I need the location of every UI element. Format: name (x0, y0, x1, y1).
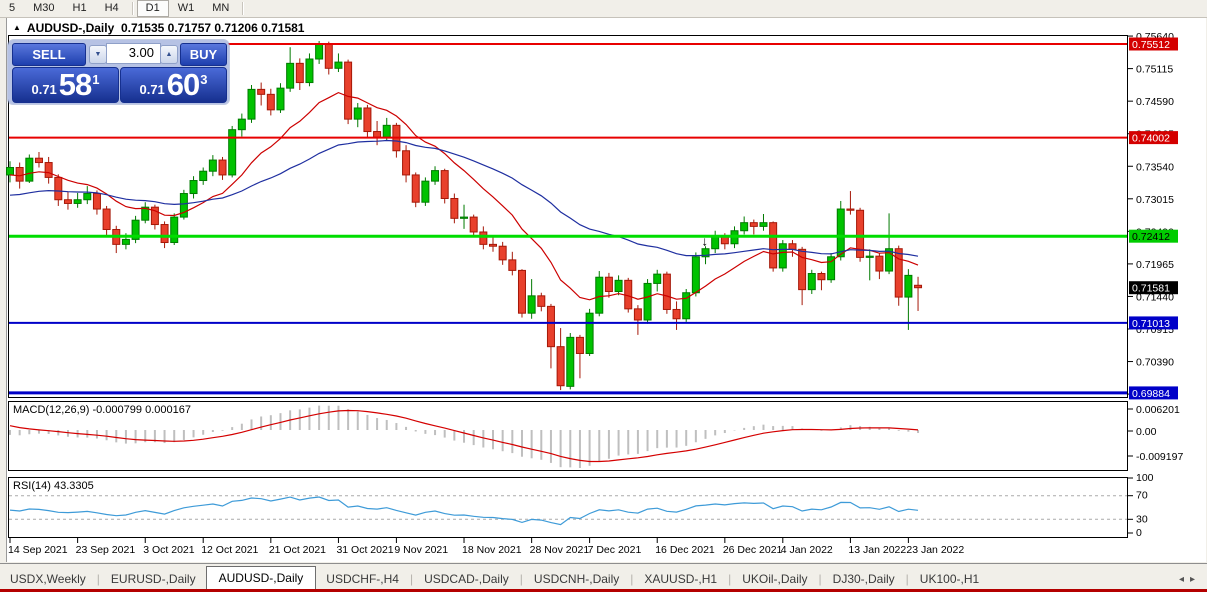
svg-text:0.70390: 0.70390 (1136, 357, 1174, 369)
tab-ukoil-daily[interactable]: UKOil-,Daily (742, 572, 808, 586)
svg-text:9 Nov 2021: 9 Nov 2021 (394, 544, 448, 556)
chart-down-arrow-annotation: ↓ (702, 233, 709, 248)
tab-separator: | (409, 572, 414, 586)
rsi-label: RSI(14) 43.3305 (13, 480, 94, 492)
tab-scroll-left-icon[interactable]: ◂ (1178, 574, 1190, 585)
svg-text:0.74002: 0.74002 (1132, 133, 1170, 145)
svg-text:-0.009197: -0.009197 (1136, 451, 1183, 463)
tab-usdx-weekly[interactable]: USDX,Weekly (10, 572, 86, 586)
expand-triangle-icon[interactable]: ▲ (13, 23, 21, 32)
tab-separator: | (96, 572, 100, 586)
svg-text:12 Oct 2021: 12 Oct 2021 (201, 544, 258, 556)
svg-text:0.69884: 0.69884 (1132, 388, 1170, 400)
tab-scroll-arrows[interactable]: ◂▸ (1179, 574, 1201, 585)
tab-usdcnh-daily[interactable]: USDCNH-,Daily (533, 572, 620, 586)
timeframe-h4[interactable]: H4 (104, 2, 119, 14)
volume-input[interactable] (107, 44, 157, 61)
tab-usdcad-daily[interactable]: USDCAD-,Daily (424, 572, 509, 586)
sell-button[interactable]: SELL (12, 43, 86, 66)
sell-price-main: 58 (58, 67, 92, 102)
tab-dj30-daily[interactable]: DJ30-,Daily (832, 572, 895, 586)
chart-title: ▲ AUDUSD-,Daily 0.71535 0.71757 0.71206 0… (13, 21, 304, 35)
svg-text:0.73015: 0.73015 (1136, 194, 1174, 206)
buy-price-main: 60 (166, 67, 200, 102)
svg-text:0: 0 (1136, 527, 1142, 539)
svg-text:23 Jan 2022: 23 Jan 2022 (906, 544, 964, 556)
one-click-trading-panel: SELL ▼ ▲ BUY 0.71 58 1 0.71 60 3 (8, 40, 229, 104)
chart-ohlc-values: 0.71535 0.71757 0.71206 0.71581 (120, 21, 305, 35)
svg-text:0.006201: 0.006201 (1136, 404, 1180, 416)
timeframe-toolbar: 5 M30 H1 H4 D1 W1 MN (0, 0, 1207, 18)
svg-text:21 Oct 2021: 21 Oct 2021 (269, 544, 326, 556)
svg-text:30: 30 (1136, 513, 1148, 525)
macd-pane[interactable]: MACD(12,26,9) -0.000799 0.000167 0.00620… (9, 404, 1183, 468)
svg-text:26 Dec 2021: 26 Dec 2021 (723, 544, 783, 556)
svg-text:0.71965: 0.71965 (1136, 259, 1174, 271)
tab-uk100-h1[interactable]: UK100-,H1 (919, 572, 980, 586)
tab-xauusd-h1[interactable]: XAUUSD-,H1 (644, 572, 718, 586)
bottom-status-strip (0, 589, 1207, 592)
sell-price-prefix: 0.71 (31, 81, 57, 97)
tab-audusd-daily[interactable]: AUDUSD-,Daily (205, 566, 317, 590)
svg-text:14 Sep 2021: 14 Sep 2021 (8, 544, 68, 556)
sell-price-pip: 1 (92, 71, 100, 87)
volume-decrease-button[interactable]: ▼ (89, 45, 107, 64)
svg-text:0.72412: 0.72412 (1132, 231, 1170, 243)
svg-text:18 Nov 2021: 18 Nov 2021 (462, 544, 522, 556)
timeframe-5[interactable]: 5 (9, 2, 16, 14)
tab-usdchf-h4[interactable]: USDCHF-,H4 (326, 572, 399, 586)
svg-text:16 Dec 2021: 16 Dec 2021 (655, 544, 715, 556)
svg-text:0.74590: 0.74590 (1136, 96, 1174, 108)
svg-text:13 Jan 2022: 13 Jan 2022 (848, 544, 906, 556)
buy-button[interactable]: BUY (180, 43, 227, 66)
rsi-pane[interactable]: RSI(14) 43.3305 100 70 30 0 (9, 472, 1154, 539)
svg-text:3 Oct 2021: 3 Oct 2021 (143, 544, 195, 556)
price-axis[interactable]: 0.756400.751150.745900.740650.735400.730… (1128, 31, 1178, 401)
volume-increase-button[interactable]: ▲ (160, 45, 178, 64)
svg-text:0.00: 0.00 (1136, 426, 1157, 438)
price-pane[interactable]: ↓ (6, 41, 1128, 395)
svg-text:0.75115: 0.75115 (1136, 64, 1173, 76)
buy-price-pip: 3 (200, 71, 208, 87)
svg-text:31 Oct 2021: 31 Oct 2021 (336, 544, 393, 556)
buy-price-prefix: 0.71 (139, 81, 165, 97)
timeframe-mn[interactable]: MN (212, 2, 230, 14)
tab-separator: | (519, 572, 523, 586)
tab-scroll-right-icon[interactable]: ▸ (1189, 574, 1201, 585)
macd-label: MACD(12,26,9) -0.000799 0.000167 (13, 404, 191, 416)
tab-separator: | (905, 572, 909, 586)
svg-text:23 Sep 2021: 23 Sep 2021 (76, 544, 136, 556)
buy-price-display[interactable]: 0.71 60 3 (120, 67, 227, 103)
tab-eurusd-daily[interactable]: EURUSD-,Daily (110, 572, 196, 586)
svg-text:7 Dec 2021: 7 Dec 2021 (588, 544, 642, 556)
timeframe-d1[interactable]: D1 (136, 0, 169, 17)
svg-text:0.73540: 0.73540 (1136, 161, 1174, 173)
svg-text:70: 70 (1136, 490, 1148, 502)
svg-text:0.71013: 0.71013 (1132, 318, 1170, 330)
svg-text:0.75512: 0.75512 (1132, 39, 1170, 51)
toolbar-separator (131, 2, 133, 15)
timeframe-w1[interactable]: W1 (177, 2, 195, 14)
date-axis[interactable]: 14 Sep 2021 23 Sep 2021 3 Oct 2021 12 Oct 2… (8, 538, 964, 556)
toolbar-separator (242, 2, 244, 15)
chart-symbol-period: AUDUSD-,Daily (26, 21, 115, 35)
volume-box (106, 43, 161, 64)
svg-text:0.71581: 0.71581 (1132, 283, 1170, 295)
tab-separator: | (630, 572, 634, 586)
timeframe-h1[interactable]: H1 (72, 2, 87, 14)
chart-tab-bar: USDX,Weekly | EURUSD-,Daily AUDUSD-,Daily US… (0, 563, 1207, 590)
svg-text:100: 100 (1136, 472, 1154, 484)
svg-text:28 Nov 2021: 28 Nov 2021 (530, 544, 590, 556)
tab-separator: | (818, 572, 822, 586)
sell-price-display[interactable]: 0.71 58 1 (12, 67, 119, 103)
tab-separator: | (728, 572, 732, 586)
timeframe-m30[interactable]: M30 (33, 2, 55, 14)
svg-text:4 Jan 2022: 4 Jan 2022 (781, 544, 833, 556)
svg-text:0.71440: 0.71440 (1136, 291, 1174, 303)
